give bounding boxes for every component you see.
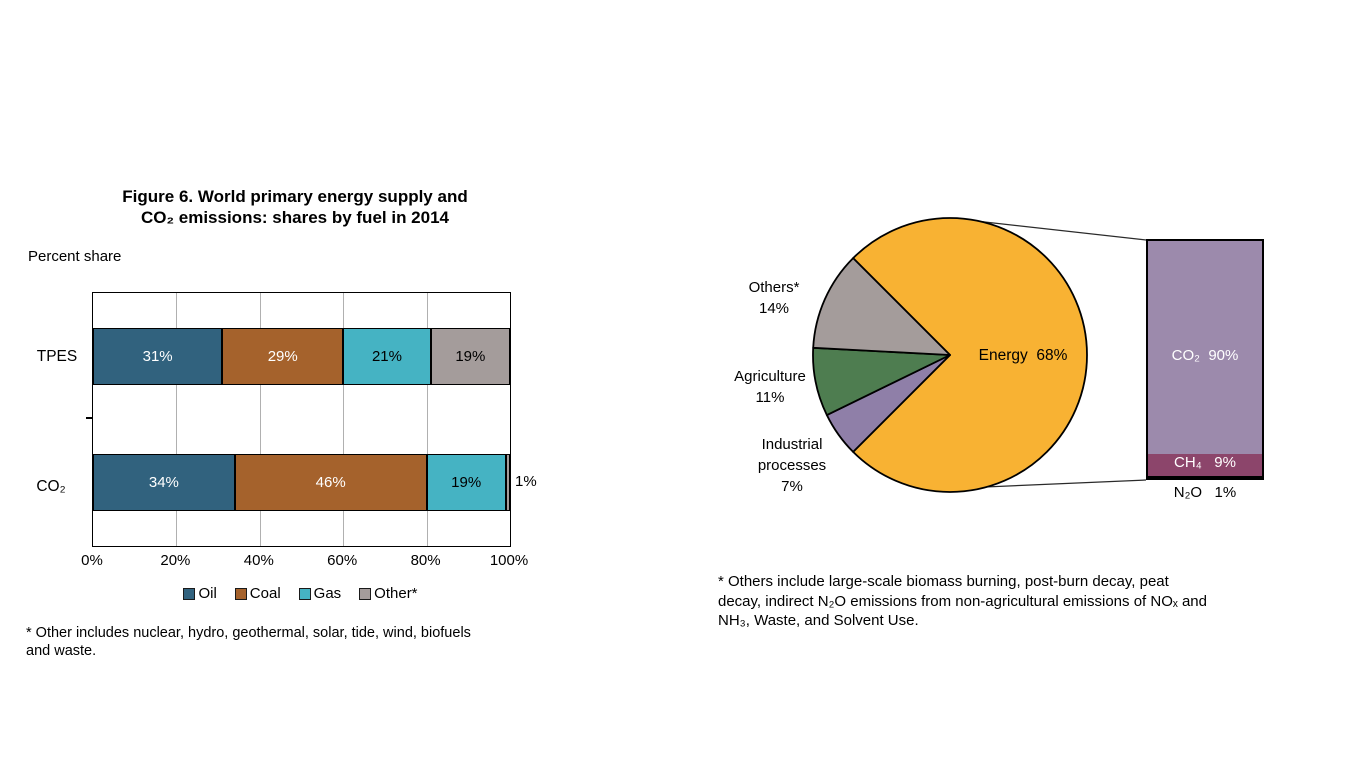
legend-label: Other* — [374, 585, 418, 602]
percent-share-caption: Percent share — [28, 248, 122, 265]
stacked-bar-plot-area: 31% 29% 21% 19% 34% 46% 19% — [92, 292, 511, 547]
bar-of-pie — [1146, 239, 1264, 480]
x-axis-tick-labels: 0% 20% 40% 60% 80% 100% — [81, 552, 528, 572]
bar-row-tpes: 31% 29% 21% 19% — [93, 328, 510, 385]
bar-label-ch4: CH₄ 9% — [1174, 454, 1236, 471]
gridline — [426, 293, 428, 546]
pie-label-agriculture-name: Agriculture — [734, 368, 806, 385]
pie-label-others-pct: 14% — [758, 300, 790, 317]
x-tick-label: 20% — [160, 552, 191, 569]
pie-label-energy: Energy 68% — [978, 347, 1068, 364]
bar-segment-label: 46% — [315, 474, 346, 491]
bar-of-pie-segment — [1148, 241, 1262, 455]
bar-label-n2o: N₂O 1% — [1173, 484, 1237, 501]
gridline — [259, 293, 261, 546]
bar-segment-label: 29% — [267, 348, 298, 365]
legend-item: Oil — [183, 585, 217, 602]
pie-slice-others- — [812, 257, 951, 356]
legend-item: Other* — [359, 585, 418, 602]
pie-label-others-name: Others* — [748, 279, 800, 296]
pie-label-industrial-pct: 7% — [781, 478, 803, 495]
right-chart-footnote: * Others include large-scale biomass bur… — [718, 572, 1207, 631]
left-footnote-line2: and waste. — [26, 643, 97, 659]
y-axis-tick — [86, 417, 92, 419]
gridline — [176, 293, 178, 546]
bar-segment: 19% — [430, 328, 510, 385]
legend: Oil Coal Gas Other* — [92, 585, 509, 602]
bar-segment — [505, 454, 510, 511]
connector-line-top — [957, 218, 1147, 241]
connector-line-bottom — [984, 479, 1147, 488]
right-footnote-line1: * Others include large-scale biomass bur… — [718, 573, 1169, 590]
bar-segment: 29% — [222, 328, 344, 385]
bar-segment-label: 21% — [371, 348, 402, 365]
bar-row-co2: 34% 46% 19% — [93, 454, 510, 511]
left-chart-title: Figure 6. World primary energy supply an… — [45, 186, 545, 228]
left-footnote-line1: * Other includes nuclear, hydro, geother… — [26, 625, 471, 641]
co2-other-outside-label: 1% — [515, 473, 537, 490]
legend-item: Gas — [298, 585, 342, 602]
pie-label-agriculture: Agriculture 11% — [712, 366, 828, 408]
bar-segment-label: 19% — [451, 474, 482, 491]
legend-swatch — [298, 587, 311, 600]
legend-swatch — [183, 587, 196, 600]
x-tick-label: 100% — [489, 552, 529, 569]
legend-swatch — [359, 587, 372, 600]
legend-item: Coal — [234, 585, 281, 602]
pie-label-industrial-name2: processes — [757, 457, 827, 474]
pie-label-industrial-name1: Industrial — [761, 436, 823, 453]
bar-segment: 34% — [93, 454, 235, 511]
bar-segment-label: 34% — [148, 474, 179, 491]
right-footnote-line3: NH₃, Waste, and Solvent Use. — [718, 612, 919, 629]
x-tick-label: 0% — [81, 552, 103, 569]
pie-label-industrial: Industrial processes 7% — [736, 434, 848, 497]
x-tick-label: 80% — [410, 552, 441, 569]
pie-label-others: Others* 14% — [722, 277, 826, 319]
bar-segment: 19% — [426, 454, 506, 511]
right-footnote-line2: decay, indirect N₂O emissions from non-a… — [718, 592, 1207, 610]
bar-segment: 46% — [234, 454, 427, 511]
bar-of-pie-segment — [1148, 475, 1262, 478]
bar-segment-label: 31% — [142, 348, 173, 365]
category-label-tpes: TPES — [36, 348, 78, 365]
bar-segment: 21% — [343, 328, 431, 385]
left-chart-title-line1: Figure 6. World primary energy supply an… — [122, 187, 468, 206]
pie-chart — [812, 217, 1147, 493]
left-chart-footnote: * Other includes nuclear, hydro, geother… — [26, 624, 471, 660]
legend-label: Coal — [249, 585, 281, 602]
gridline — [343, 293, 345, 546]
bar-label-co2: CO₂ 90% — [1171, 347, 1239, 364]
legend-swatch — [234, 587, 247, 600]
pie-slice-energy — [852, 217, 1088, 493]
bar-segment-label: 19% — [455, 348, 486, 365]
legend-label: Gas — [313, 585, 342, 602]
left-chart-title-line2: CO₂ emissions: shares by fuel in 2014 — [140, 208, 449, 227]
bar-of-pie-segment — [1148, 454, 1262, 476]
x-tick-label: 60% — [327, 552, 358, 569]
x-tick-label: 40% — [243, 552, 274, 569]
legend-label: Oil — [198, 585, 217, 602]
category-label-co2: CO₂ — [36, 478, 66, 495]
pie-label-agriculture-pct: 11% — [755, 389, 785, 406]
bar-segment: 31% — [93, 328, 223, 385]
